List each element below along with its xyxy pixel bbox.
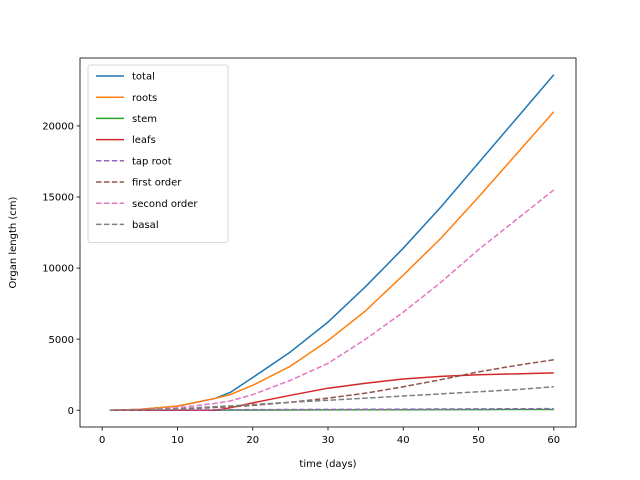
legend-label: stem: [132, 114, 157, 125]
legend-label: tap root: [132, 156, 172, 167]
y-axis-title: Organ length (cm): [8, 196, 19, 288]
x-tick-label: 10: [171, 435, 184, 446]
y-tick-label: 5000: [49, 335, 74, 346]
x-axis-title: time (days): [299, 459, 356, 470]
series-line-second-order: [109, 189, 555, 411]
x-tick-label: 30: [322, 435, 335, 446]
legend-label: first order: [132, 178, 182, 189]
x-axis: 0 10 20 30 40 50 60: [99, 427, 560, 446]
legend-label: second order: [132, 199, 198, 210]
legend-label: total: [132, 72, 155, 83]
legend: total roots stem leafs tap root first order se…: [87, 64, 229, 244]
legend-box: [87, 64, 229, 244]
legend-label: roots: [132, 93, 157, 104]
series-line-roots: [109, 111, 555, 411]
legend-label: basal: [132, 220, 159, 231]
series-line-tap-root: [109, 407, 554, 411]
series-line-basal: [109, 386, 554, 411]
legend-label: leafs: [132, 135, 156, 146]
series-layer: [109, 74, 555, 411]
y-tick-label: 0: [68, 406, 74, 417]
x-tick-label: 0: [99, 435, 105, 446]
y-tick-label: 20000: [42, 122, 74, 133]
y-tick-label: 15000: [42, 193, 74, 204]
x-tick-label: 40: [397, 435, 410, 446]
x-tick-label: 20: [246, 435, 259, 446]
x-tick-label: 50: [472, 435, 485, 446]
y-axis: 0 5000 10000 15000 20000: [42, 122, 80, 417]
x-tick-label: 60: [547, 435, 560, 446]
y-tick-label: 10000: [42, 264, 74, 275]
